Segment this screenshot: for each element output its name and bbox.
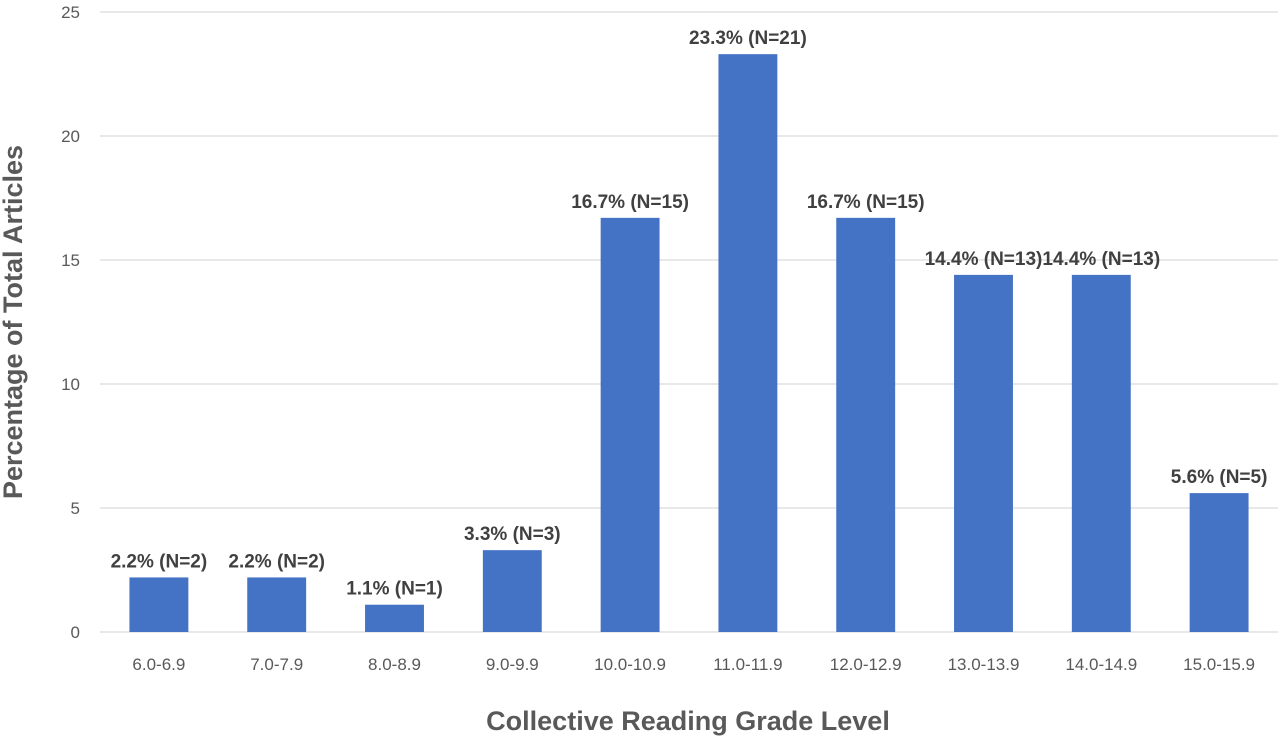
x-tick-labels: 6.0-6.9 7.0-7.9 8.0-8.9 9.0-9.9 10.0-10.9 11.…	[132, 655, 1255, 674]
data-label: 5.6% (N=5)	[1171, 467, 1268, 488]
y-tick-label: 5	[71, 499, 80, 518]
data-label: 2.2% (N=2)	[228, 551, 325, 572]
bars	[129, 54, 1249, 633]
data-label: 14.4% (N=13)	[925, 249, 1043, 270]
bar	[1189, 493, 1249, 632]
data-labels: 2.2% (N=2) 2.2% (N=2) 1.1% (N=1) 3.3% (N=3)…	[111, 28, 1268, 600]
data-label: 16.7% (N=15)	[807, 192, 925, 213]
x-tick-label: 9.0-9.9	[486, 655, 539, 674]
x-tick-label: 10.0-10.9	[594, 655, 666, 674]
data-label: 3.3% (N=3)	[464, 524, 561, 545]
data-label: 1.1% (N=1)	[346, 579, 443, 600]
y-tick-label: 15	[61, 251, 80, 270]
bar	[836, 217, 896, 632]
y-axis-title: Percentage of Total Articles	[0, 145, 28, 499]
data-label: 2.2% (N=2)	[111, 551, 208, 572]
y-tick-labels: 0 5 10 15 20 25	[61, 3, 80, 642]
bar	[1071, 274, 1131, 632]
bar	[129, 577, 189, 632]
x-tick-label: 8.0-8.9	[368, 655, 421, 674]
y-tick-label: 0	[71, 623, 80, 642]
x-tick-label: 7.0-7.9	[250, 655, 303, 674]
x-tick-label: 14.0-14.9	[1065, 655, 1137, 674]
bar	[247, 577, 307, 632]
bar	[482, 550, 542, 632]
x-tick-label: 6.0-6.9	[132, 655, 185, 674]
x-tick-label: 15.0-15.9	[1183, 655, 1255, 674]
data-label: 16.7% (N=15)	[571, 192, 689, 213]
x-tick-label: 12.0-12.9	[830, 655, 902, 674]
x-axis-title: Collective Reading Grade Level	[486, 706, 890, 736]
x-tick-label: 11.0-11.9	[713, 655, 782, 674]
x-tick-label: 13.0-13.9	[948, 655, 1020, 674]
y-tick-label: 25	[61, 3, 80, 22]
bar	[718, 54, 778, 633]
data-label: 14.4% (N=13)	[1042, 249, 1160, 270]
data-label: 23.3% (N=21)	[689, 28, 807, 49]
bar	[954, 274, 1013, 632]
y-tick-label: 10	[61, 375, 80, 394]
bar	[600, 217, 660, 632]
y-tick-label: 20	[61, 127, 80, 146]
bar	[365, 604, 424, 632]
